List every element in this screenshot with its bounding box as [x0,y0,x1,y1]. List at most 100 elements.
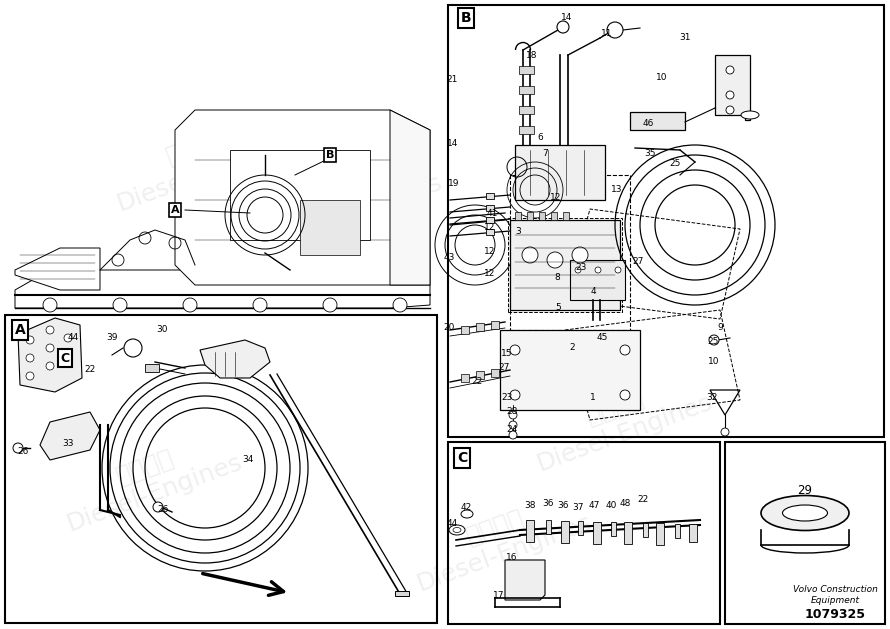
Text: 24: 24 [506,425,518,435]
Ellipse shape [741,111,759,119]
Bar [5,315,437,623]
Circle shape [26,336,34,344]
Bar [491,321,499,329]
Text: 47: 47 [588,501,600,509]
Text: 40: 40 [605,501,617,509]
Polygon shape [15,270,430,308]
Text: 41: 41 [486,208,498,218]
Circle shape [509,411,517,419]
Text: 10: 10 [656,74,668,82]
Text: 12: 12 [550,192,562,201]
Bar [526,520,534,542]
Bar [519,66,534,74]
Bar [508,218,622,312]
Text: 44: 44 [447,518,457,528]
Text: 45: 45 [596,333,608,343]
Ellipse shape [449,525,465,535]
Bar [725,442,885,624]
Text: 6: 6 [538,133,543,143]
Bar [486,229,494,235]
Text: 42: 42 [460,503,472,511]
Bar [630,112,685,130]
Text: 27: 27 [632,257,643,267]
Ellipse shape [782,505,828,521]
Text: A: A [14,323,26,337]
Polygon shape [715,55,750,120]
Text: 11: 11 [602,30,612,38]
Text: 38: 38 [524,501,536,509]
Text: 12: 12 [484,223,496,233]
Bar [593,521,601,543]
Text: 46: 46 [643,118,653,128]
Text: 30: 30 [157,325,167,335]
Text: 7: 7 [542,150,548,159]
Circle shape [46,326,54,334]
Bar [551,212,557,220]
Text: 14: 14 [448,140,458,148]
Text: 28: 28 [506,408,518,416]
Ellipse shape [453,528,461,533]
Text: 5: 5 [555,303,561,311]
Circle shape [726,66,734,74]
Polygon shape [390,110,430,285]
Bar [476,371,484,379]
Bar [486,193,494,199]
Bar [563,212,569,220]
Circle shape [323,298,337,312]
Circle shape [522,247,538,263]
Text: 26: 26 [17,447,28,457]
Polygon shape [40,412,100,460]
Circle shape [26,372,34,380]
Text: 紫发动力
Diesel-Engines: 紫发动力 Diesel-Engines [524,364,716,476]
Circle shape [607,22,623,38]
Text: 36: 36 [542,499,554,508]
Bar [539,212,545,220]
Text: 36: 36 [557,501,569,509]
Circle shape [709,335,719,345]
Ellipse shape [761,496,849,530]
Circle shape [26,354,34,362]
Bar [515,212,521,220]
Text: 27: 27 [498,362,510,372]
Circle shape [46,362,54,370]
Bar [461,374,469,382]
Bar [476,323,484,331]
Text: 1: 1 [590,394,596,403]
Text: 10: 10 [708,357,720,367]
Text: 32: 32 [707,394,717,403]
Bar [570,260,625,300]
Bar [675,523,680,538]
Text: 紫发动力
Diesel-Engines: 紫发动力 Diesel-Engines [104,104,296,216]
Circle shape [113,298,127,312]
Polygon shape [200,340,270,378]
Text: 31: 31 [679,33,691,43]
Text: 43: 43 [443,253,455,262]
Circle shape [46,344,54,352]
Text: 12: 12 [484,247,496,255]
Text: 23: 23 [501,394,513,403]
Text: 19: 19 [449,179,460,187]
Polygon shape [18,318,82,392]
Text: 紫发动力
Diesel-Engines: 紫发动力 Diesel-Engines [254,144,446,256]
Text: 33: 33 [62,438,74,447]
Bar [611,522,616,536]
Text: 17: 17 [493,591,505,601]
Circle shape [726,91,734,99]
Text: C: C [457,451,467,465]
Bar [624,523,632,545]
Circle shape [13,443,23,453]
Circle shape [183,298,197,312]
Circle shape [572,247,588,263]
Text: 26: 26 [158,506,169,515]
Circle shape [726,106,734,114]
Text: B: B [461,11,472,25]
Text: A: A [171,205,179,215]
Text: 25: 25 [669,159,681,167]
Text: 紫发动力
Diesel-Engines: 紫发动力 Diesel-Engines [404,484,596,596]
Text: 紫发动力
Diesel-Engines: 紫发动力 Diesel-Engines [54,424,246,536]
Circle shape [43,298,57,312]
Text: 15: 15 [501,348,513,357]
Circle shape [615,267,621,273]
Text: 29: 29 [797,484,813,496]
Text: 44: 44 [68,333,78,343]
